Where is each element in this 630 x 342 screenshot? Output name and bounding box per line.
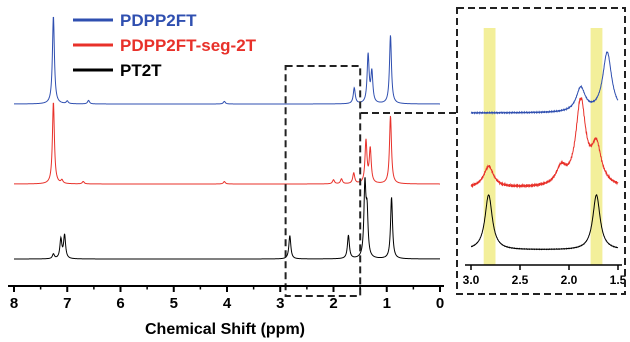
main-x-axis-title: Chemical Shift (ppm) xyxy=(145,321,305,338)
main-x-tick-label: 0 xyxy=(436,295,444,312)
main-x-tick-label: 7 xyxy=(63,295,71,312)
inset-highlight-band-2 xyxy=(590,28,603,265)
inset-x-tick-label: 3.0 xyxy=(463,273,480,287)
legend-label-pt2t: PT2T xyxy=(120,61,162,80)
inset-x-tick-label: 1.5 xyxy=(610,273,627,287)
inset-x-tick-label: 2.0 xyxy=(561,273,578,287)
main-x-axis: 8 7 6 5 4 3 2 1 0 xyxy=(8,285,444,312)
inset-frame xyxy=(456,7,626,295)
inset-line-pt2t xyxy=(470,194,619,251)
main-x-tick-label: 4 xyxy=(223,295,232,312)
zoom-region-box xyxy=(284,65,362,297)
inset-line-pdpp2ft-seg-2t xyxy=(470,97,619,189)
main-x-tick-label: 3 xyxy=(276,295,284,312)
main-x-tick-label: 1 xyxy=(383,295,391,312)
main-x-tick-label: 2 xyxy=(329,295,337,312)
inset-panel: 3.0 2.5 2.0 1.5 xyxy=(456,7,627,295)
legend-label-pdpp2ft-seg-2t: PDPP2FT-seg-2T xyxy=(120,36,257,55)
spectrum-line-pdpp2ft-seg-2t xyxy=(14,102,440,185)
spectrum-line-pdpp2ft xyxy=(14,16,440,105)
inset-x-tick-label: 2.5 xyxy=(512,273,529,287)
main-spectra xyxy=(14,16,440,260)
legend-label-pdpp2ft: PDPP2FT xyxy=(120,11,197,30)
inset-line-pdpp2ft xyxy=(470,51,619,115)
inset-highlight-band-1 xyxy=(483,28,496,265)
spectrum-line-pt2t xyxy=(14,177,440,260)
main-x-tick-label: 8 xyxy=(10,295,18,312)
main-x-tick-label: 5 xyxy=(170,295,178,312)
legend: PDPP2FT PDPP2FT-seg-2T PT2T xyxy=(73,11,257,80)
inset-x-axis: 3.0 2.5 2.0 1.5 xyxy=(463,265,627,287)
main-x-tick-label: 6 xyxy=(116,295,124,312)
